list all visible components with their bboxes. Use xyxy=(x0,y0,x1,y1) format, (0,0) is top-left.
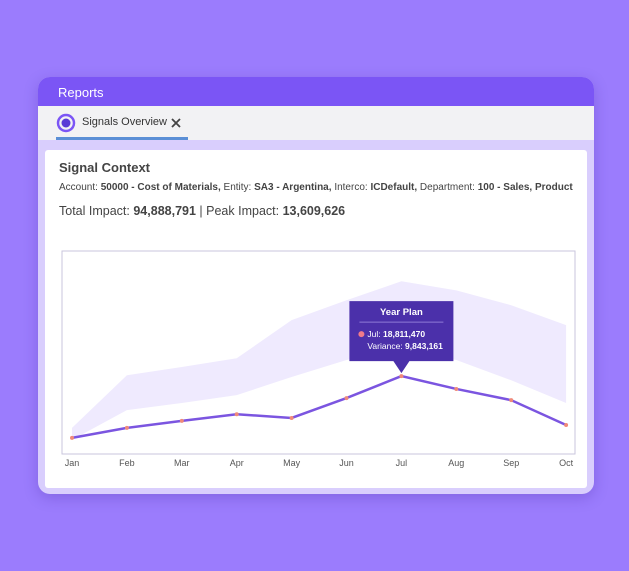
header: Reports xyxy=(38,77,594,106)
tab-label: Signals Overview xyxy=(82,116,167,128)
field-label: Account: xyxy=(59,182,98,193)
field-label: Department: xyxy=(419,182,475,193)
field-value: 50000 - Cost of Materials, xyxy=(100,182,221,193)
point xyxy=(344,396,349,401)
x-tick-label: Apr xyxy=(230,458,244,468)
total-label: Total Impact: xyxy=(59,204,130,218)
x-tick-label: Sep xyxy=(503,458,519,468)
context-fields: Account: 50000 - Cost of Materials, Enti… xyxy=(59,182,573,193)
tooltip-box xyxy=(349,301,454,374)
x-tick-label: Jun xyxy=(339,458,354,468)
point xyxy=(399,374,404,379)
x-tick-label: Oct xyxy=(559,458,574,468)
header-title: Reports xyxy=(58,85,104,100)
tooltip-title: Year Plan xyxy=(380,307,423,318)
field-value: ICDefault, xyxy=(370,182,418,193)
impact-line: Total Impact: 94,888,791 | Peak Impact: … xyxy=(59,204,345,218)
field-label: Entity: xyxy=(223,182,252,193)
tooltip-line: Variance: 9,843,161 xyxy=(367,341,443,351)
x-tick-label: Feb xyxy=(119,458,135,468)
point xyxy=(454,386,459,391)
tooltip-value: 18,811,470 xyxy=(383,329,425,339)
point xyxy=(509,398,514,403)
point xyxy=(179,418,184,423)
x-tick-label: May xyxy=(283,458,301,468)
x-tick-label: Aug xyxy=(448,458,464,468)
point xyxy=(289,415,294,420)
point xyxy=(234,412,239,417)
tooltip: Year Plan Jul: 18,811,470 Variance: 9,843,… xyxy=(349,301,454,374)
peak-label: Peak Impact: xyxy=(206,204,280,218)
field-value: SA3 - Argentina, xyxy=(254,182,332,193)
field-value: 100 - Sales, Product xyxy=(477,182,573,193)
tooltip-swatch xyxy=(358,331,365,338)
tab-close[interactable] xyxy=(170,117,182,129)
variance-value: 9,843,161 xyxy=(405,341,443,351)
section-heading: Signal Context xyxy=(59,160,151,175)
point xyxy=(124,425,129,430)
chart: Jan Feb Mar Apr May Jun Jul Aug Sep Oct Year Plan J… xyxy=(61,250,576,468)
point xyxy=(564,423,569,427)
field-label: Interco: xyxy=(334,182,368,193)
tab-strip: Signals Overview xyxy=(38,106,594,140)
tab-underline xyxy=(56,137,188,140)
variance-label: Variance: xyxy=(367,341,402,351)
tooltip-line: Jul: 18,811,470 xyxy=(367,329,425,339)
tab[interactable]: Signals Overview xyxy=(56,106,188,140)
point xyxy=(70,435,74,440)
tab-icon xyxy=(56,113,76,133)
x-tick-label: Mar xyxy=(174,458,190,468)
peak-value: 13,609,626 xyxy=(282,204,346,218)
x-tick-label: Jan xyxy=(65,458,80,468)
tooltip-category: Jul: xyxy=(367,329,380,339)
separator: | xyxy=(199,204,203,218)
line xyxy=(71,374,567,440)
x-tick-label: Jul xyxy=(396,458,408,468)
total-value: 94,888,791 xyxy=(133,204,196,218)
